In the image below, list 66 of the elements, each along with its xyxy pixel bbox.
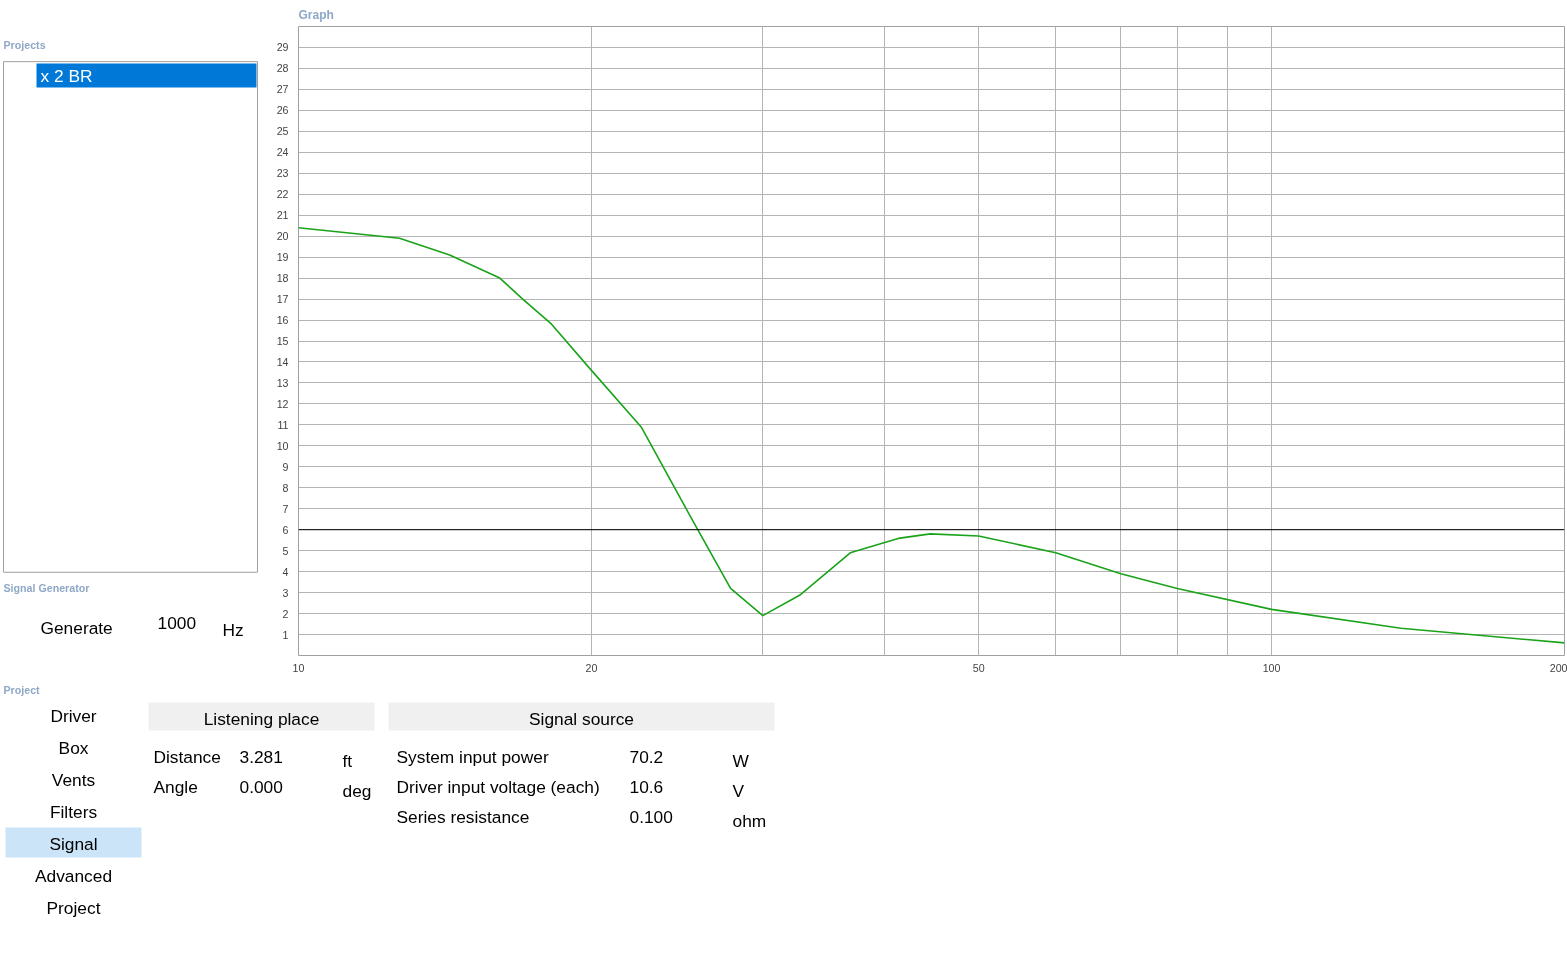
text: ohm [732, 810, 767, 831]
x-tick-label: 200 [1549, 661, 1567, 674]
text: Angle [153, 776, 198, 797]
x-tick-label: 20 [585, 661, 598, 674]
text: 10.6 [629, 776, 664, 797]
y-tick-label: 16 [276, 314, 289, 327]
text: Signal Generator [3, 581, 90, 594]
y-tick-label: 25 [276, 125, 289, 138]
y-tick-label: 24 [276, 146, 289, 159]
text: deg [342, 780, 372, 801]
x-tick-label: 50 [972, 661, 985, 674]
y-tick-label: 23 [276, 167, 289, 180]
y-tick-label: 14 [276, 355, 289, 368]
text: 0.000 [239, 776, 283, 797]
text: Hz [222, 619, 244, 640]
text: Vents [51, 769, 96, 790]
y-tick-label: 12 [276, 397, 289, 410]
text: Project [46, 897, 101, 918]
text: Driver [50, 705, 97, 726]
y-tick-label: 22 [276, 188, 289, 201]
y-tick-label: 17 [276, 293, 289, 306]
y-tick-label: 3 [282, 586, 289, 599]
y-tick-label: 4 [282, 565, 289, 578]
y-tick-label: 18 [276, 272, 289, 285]
y-tick-label: 29 [276, 41, 289, 54]
text: Filters [49, 801, 98, 822]
y-tick-label: 26 [276, 104, 289, 117]
y-tick-label: 9 [282, 460, 289, 473]
text: ft [342, 750, 353, 771]
y-tick-label: 7 [282, 502, 289, 515]
y-tick-label: 11 [277, 418, 289, 431]
text: 70.2 [629, 746, 664, 767]
text: 3.281 [239, 746, 283, 767]
text: Box [58, 737, 89, 758]
y-tick-label: 19 [276, 251, 289, 264]
text: Signal [49, 833, 98, 854]
x-tick-label: 100 [1262, 661, 1281, 674]
text: W [732, 750, 750, 771]
text: Listening place [203, 708, 320, 729]
y-tick-label: 1 [282, 628, 289, 641]
y-tick-label: 8 [282, 481, 289, 494]
y-tick-label: 10 [276, 439, 289, 452]
y-tick-label: 28 [276, 62, 289, 75]
y-tick-label: 6 [282, 523, 289, 536]
text: Driver input voltage (each) [396, 776, 600, 797]
text: 0.100 [629, 806, 673, 827]
y-tick-label: 15 [276, 335, 289, 347]
y-tick-label: 20 [276, 230, 289, 243]
text: 1000 [157, 613, 197, 634]
y-tick-label: 2 [282, 607, 289, 620]
text: Generate [40, 617, 113, 638]
text: Projects [3, 39, 46, 51]
y-tick-label: 5 [282, 544, 289, 557]
text: Advanced [34, 865, 113, 886]
text: System input power [396, 746, 549, 767]
y-tick-label: 13 [276, 376, 289, 389]
chart-title: Graph [298, 7, 334, 22]
text: V [732, 780, 745, 801]
text: Series resistance [396, 806, 530, 827]
text: Signal source [529, 708, 634, 729]
x-tick-label: 10 [292, 661, 305, 674]
text: x 2 BR [40, 65, 93, 86]
y-tick-label: 21 [276, 209, 289, 222]
text: Distance [153, 746, 221, 767]
text: Project [3, 683, 41, 696]
y-tick-label: 27 [276, 83, 289, 96]
